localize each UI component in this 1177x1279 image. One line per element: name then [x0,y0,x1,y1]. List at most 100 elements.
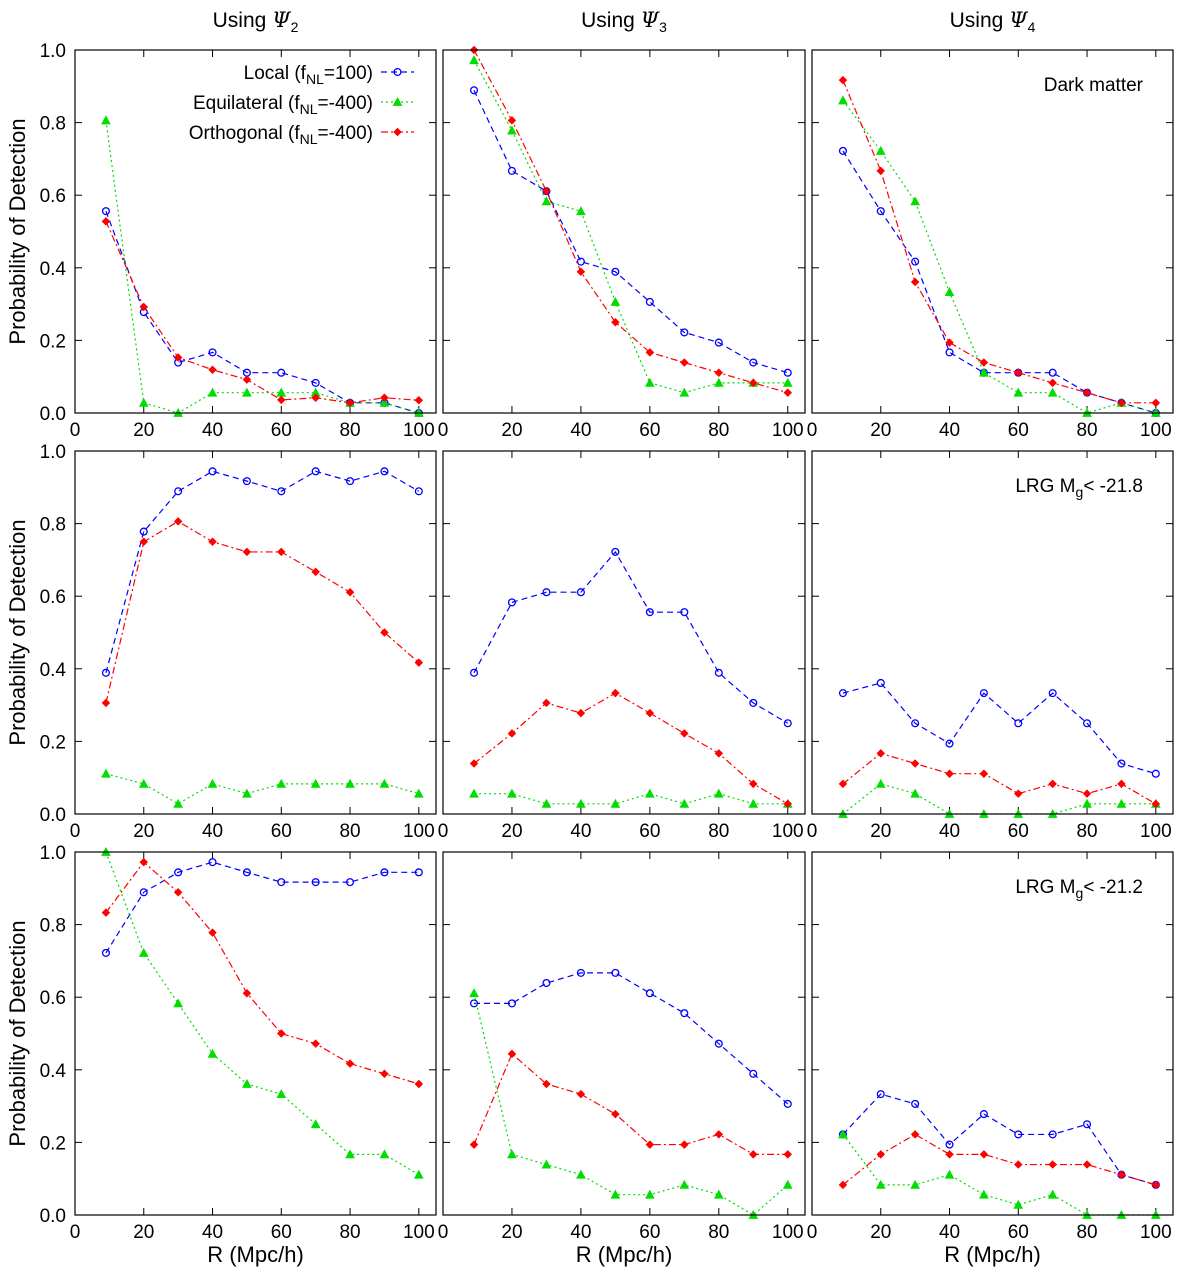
data-point [469,788,479,798]
y-tick-label: 0.6 [40,587,66,608]
data-point [208,858,217,867]
data-point [979,367,989,377]
column-title-3: Using Ψ4 [950,8,1036,35]
data-point [379,778,390,788]
data-point [208,365,217,375]
series-line [473,993,789,1216]
data-point [173,998,183,1008]
y-tick-label: 0.2 [40,1133,66,1154]
data-point [101,668,110,677]
series-line [105,210,419,414]
data-point [345,778,355,788]
data-point [875,145,886,155]
x-tick-label: 40 [939,821,960,842]
series-triangle [469,788,793,808]
series-triangle [838,95,1161,417]
data-point [645,348,655,357]
x-tick-label: 40 [570,821,591,842]
series-line [842,100,1156,414]
x-tick-label: 80 [1076,821,1097,842]
data-point [1048,689,1057,698]
data-point [207,778,218,788]
data-point [138,947,149,957]
series-line [473,90,788,374]
data-point [310,1119,321,1129]
x-tick-label: 100 [772,1222,804,1243]
plot-frame [811,49,1174,414]
x-tick-label: 60 [1008,821,1029,842]
data-point [242,547,252,557]
series-line [474,972,789,1105]
panel-r3-c3: 0 20 40 60 80 100 LRG Mg< -21.2 [807,851,1174,1243]
data-point [838,146,847,155]
data-point [876,749,886,758]
y-tick-label: 0.8 [40,114,66,135]
data-point [1013,1199,1024,1209]
x-tick-label: 60 [639,821,660,842]
column-title-subscript: 4 [1028,19,1036,35]
data-point [208,348,217,357]
data-point [208,467,217,476]
data-point [945,348,954,357]
x-tick-label: 60 [1008,1222,1029,1243]
data-point [311,567,320,577]
data-point [101,207,110,216]
data-point [311,393,320,403]
data-point [680,1140,689,1149]
data-point [680,328,689,337]
data-point [174,487,183,496]
series-circle [469,968,792,1108]
data-point [541,196,552,206]
data-point [469,55,479,65]
data-point [242,1078,252,1088]
data-point [1014,719,1023,728]
data-point [645,377,655,387]
data-point [276,1089,287,1099]
data-point [576,588,585,597]
legend-subscript: NL [300,131,318,147]
data-point [876,1150,886,1159]
y-axis-title: Probability of Detection [5,519,30,745]
panel-r2-c2: 0 20 40 60 80 100 [438,450,806,842]
legend-label: Orthogonal (fNL=-400) [189,123,373,147]
x-tick-label: 100 [772,420,804,441]
data-point [507,999,517,1008]
data-point [783,719,792,728]
data-point [945,1140,954,1149]
psi-symbol: Ψ [1009,8,1029,32]
data-point [979,1150,989,1159]
data-point [714,338,723,347]
legend-name: Orthogonal (f [189,123,301,144]
data-point [1116,798,1127,808]
data-point [277,1029,286,1038]
x-tick-label: 80 [339,420,360,441]
data-point [207,1048,218,1058]
legend-tail: =-400) [318,123,373,144]
data-point [138,778,149,788]
data-point [311,1039,320,1048]
data-point [311,467,320,476]
data-point [713,1189,724,1199]
data-point [645,297,654,306]
x-tick-label: 40 [939,420,960,441]
data-point [138,397,149,407]
data-point [910,1179,920,1189]
x-tick-label: 20 [870,420,891,441]
panel-label-suffix: < -21.8 [1083,476,1143,497]
data-point [645,608,654,617]
legend-marker [392,96,403,106]
legend-name: Equilateral (f [193,93,300,114]
data-point [679,1179,690,1189]
series-diamond [469,45,793,397]
x-tick-label: 100 [1140,420,1172,441]
data-point [910,788,920,798]
legend-tail: =100) [324,63,373,84]
data-point [414,868,423,877]
series-circle [101,858,423,957]
data-point [979,358,989,367]
series-triangle [838,778,1161,818]
x-tick-label: 40 [202,420,223,441]
x-tick-label: 40 [939,1222,960,1243]
series-line [105,851,420,1176]
x-tick-label: 20 [133,420,154,441]
